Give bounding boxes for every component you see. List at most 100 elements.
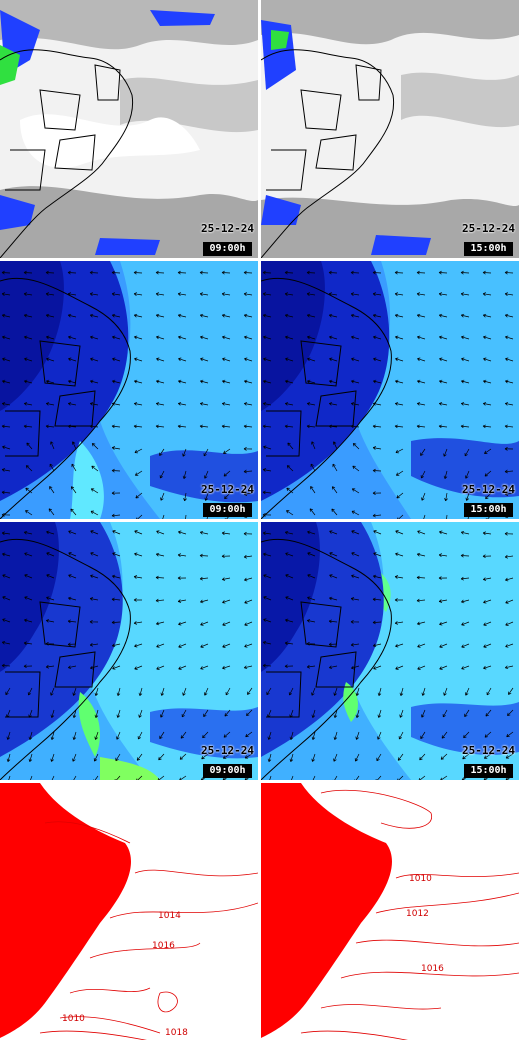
wind-arrow xyxy=(67,665,77,670)
wind-arrow xyxy=(204,492,209,501)
wind-arrow xyxy=(181,709,187,718)
wind-arrow xyxy=(243,531,253,536)
wind-arrow xyxy=(222,643,231,648)
wind-arrow xyxy=(504,402,514,406)
wind-arrow xyxy=(157,775,165,780)
wind-arrow xyxy=(269,775,272,780)
wind-arrow xyxy=(1,292,11,296)
wind-arrow xyxy=(67,270,77,275)
wind-arrow xyxy=(443,470,448,479)
pressure-panel-left: 1014 1016 1010 1018 xyxy=(0,783,258,1040)
time-label: 15:00h xyxy=(464,503,513,517)
wind-arrow xyxy=(185,514,187,519)
wind-arrow xyxy=(423,514,426,519)
wind-arrow xyxy=(94,687,99,696)
wind-arrow xyxy=(440,775,448,780)
wind-arrow xyxy=(136,775,143,780)
wind-arrow xyxy=(177,313,187,318)
wind-arrow xyxy=(89,313,99,318)
wind-arrow xyxy=(421,492,426,501)
wind-arrow xyxy=(24,335,33,340)
wind-arrow xyxy=(485,709,492,717)
wind-arrow xyxy=(460,402,470,406)
wind-arrow xyxy=(23,664,33,669)
wind-arrow xyxy=(328,402,338,406)
wind-arrow xyxy=(287,442,294,450)
wind-arrow xyxy=(505,335,514,340)
wind-arrow xyxy=(24,357,33,362)
wind-arrow xyxy=(134,552,143,557)
wind-arrow xyxy=(482,270,492,275)
wind-arrow xyxy=(350,313,360,318)
wind-arrow xyxy=(504,531,514,536)
wind-arrow xyxy=(351,357,360,362)
wind-arrow xyxy=(372,313,382,318)
wind-arrow xyxy=(420,448,426,456)
wind-arrow xyxy=(461,621,470,626)
wind-panel-upper-1500: 25-12-24 15:00h xyxy=(261,261,519,519)
wind-arrow xyxy=(263,335,272,340)
wind-arrow xyxy=(373,574,382,579)
wind-arrow xyxy=(355,709,360,718)
wind-arrow xyxy=(50,441,55,450)
wind-arrow xyxy=(310,486,316,494)
wind-arrow xyxy=(115,753,121,762)
wind-arrow xyxy=(505,621,514,626)
date-label: 25-12-24 xyxy=(201,483,254,496)
wind-arrow xyxy=(45,424,55,429)
wind-arrow xyxy=(24,552,33,557)
wind-arrow xyxy=(23,641,33,646)
wind-arrow xyxy=(200,599,209,604)
wind-arrow xyxy=(285,596,294,601)
wind-arrow xyxy=(28,731,33,740)
wind-arrow xyxy=(68,530,77,535)
wind-arrow xyxy=(89,292,99,296)
wind-arrow xyxy=(284,270,294,275)
wind-arrow xyxy=(460,576,470,581)
wind-arrow xyxy=(333,753,338,762)
wind-arrow xyxy=(68,357,77,362)
wind-arrow xyxy=(462,753,470,760)
wind-arrow xyxy=(307,552,316,557)
wind-arrow xyxy=(398,731,404,740)
wind-arrow xyxy=(484,448,492,454)
wind-arrow xyxy=(394,313,404,318)
wind-arrow xyxy=(1,663,11,668)
wind-arrow xyxy=(373,665,382,670)
wind-arrow xyxy=(504,446,514,451)
wind-arrow xyxy=(328,665,338,670)
wind-arrow xyxy=(328,642,338,647)
wind-arrow xyxy=(93,775,99,780)
wind-arrow xyxy=(333,687,338,696)
wind-arrow xyxy=(482,402,492,406)
wind-arrow xyxy=(111,491,121,496)
wind-arrow xyxy=(440,753,448,760)
date-label: 25-12-24 xyxy=(462,483,515,496)
wind-arrow xyxy=(372,292,382,296)
wind-arrow xyxy=(350,643,360,647)
wind-arrow xyxy=(116,731,121,740)
wind-arrow xyxy=(461,665,470,670)
wind-arrow xyxy=(160,492,165,501)
wind-arrow xyxy=(417,621,426,626)
wind-arrow xyxy=(46,552,55,557)
wind-arrow xyxy=(72,687,77,696)
wind-arrow xyxy=(26,442,33,450)
wind-arrow xyxy=(200,357,209,362)
wind-arrow xyxy=(460,270,470,275)
wind-arrow xyxy=(133,292,143,296)
wind-arrow xyxy=(111,446,121,450)
wind-arrow xyxy=(199,424,209,429)
wind-arrow xyxy=(460,424,470,429)
wind-arrow xyxy=(134,643,143,648)
wind-arrow xyxy=(223,448,231,454)
wind-arrow xyxy=(156,643,165,648)
wind-arrow xyxy=(505,357,514,362)
wind-arrow xyxy=(67,619,77,624)
wind-arrow xyxy=(351,379,360,384)
wind-map xyxy=(0,261,258,519)
wind-arrow xyxy=(307,530,316,535)
wind-map xyxy=(261,522,519,780)
wind-arrow xyxy=(438,402,448,406)
wind-arrow xyxy=(377,687,382,696)
